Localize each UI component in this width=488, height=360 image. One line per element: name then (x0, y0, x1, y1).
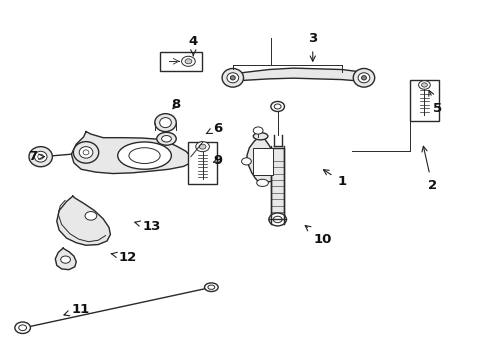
Ellipse shape (357, 73, 369, 83)
Ellipse shape (129, 148, 160, 163)
Text: 9: 9 (213, 154, 222, 167)
Ellipse shape (256, 179, 268, 186)
Ellipse shape (270, 102, 284, 112)
Ellipse shape (418, 81, 429, 89)
Ellipse shape (15, 322, 30, 333)
Polygon shape (55, 248, 76, 270)
Ellipse shape (241, 158, 251, 165)
Bar (188, 142, 216, 184)
Polygon shape (246, 137, 277, 183)
Ellipse shape (184, 59, 191, 64)
Ellipse shape (195, 141, 209, 152)
Ellipse shape (161, 135, 171, 142)
Text: 1: 1 (323, 170, 346, 188)
Ellipse shape (268, 213, 286, 226)
Ellipse shape (79, 147, 93, 158)
Text: 2: 2 (421, 146, 436, 192)
Text: 10: 10 (305, 225, 331, 246)
Ellipse shape (361, 76, 366, 80)
Text: 6: 6 (206, 122, 222, 135)
Bar (270, 148, 284, 216)
Ellipse shape (85, 212, 97, 220)
Text: 3: 3 (307, 32, 317, 61)
Text: 11: 11 (64, 303, 90, 316)
Ellipse shape (118, 142, 171, 169)
Ellipse shape (226, 73, 238, 83)
Text: 8: 8 (171, 98, 181, 111)
Bar (253, 148, 272, 175)
Bar (409, 80, 438, 121)
Ellipse shape (61, 256, 70, 263)
Polygon shape (71, 132, 190, 174)
Ellipse shape (157, 132, 176, 145)
Ellipse shape (204, 283, 218, 292)
Text: 5: 5 (428, 90, 441, 115)
Ellipse shape (352, 68, 374, 87)
Ellipse shape (253, 133, 267, 140)
Ellipse shape (181, 56, 195, 66)
Ellipse shape (230, 76, 235, 80)
Ellipse shape (253, 127, 263, 134)
Bar (160, 52, 201, 71)
Ellipse shape (155, 114, 176, 132)
Ellipse shape (34, 151, 47, 162)
Text: 4: 4 (188, 35, 198, 55)
Text: 7: 7 (28, 150, 44, 163)
Ellipse shape (73, 141, 99, 163)
Polygon shape (57, 196, 110, 245)
Text: 12: 12 (111, 251, 136, 264)
Ellipse shape (222, 68, 243, 87)
Ellipse shape (29, 147, 52, 167)
Ellipse shape (159, 118, 171, 128)
Polygon shape (232, 68, 363, 82)
Text: 13: 13 (135, 220, 161, 233)
Ellipse shape (421, 83, 427, 87)
Ellipse shape (199, 144, 205, 149)
